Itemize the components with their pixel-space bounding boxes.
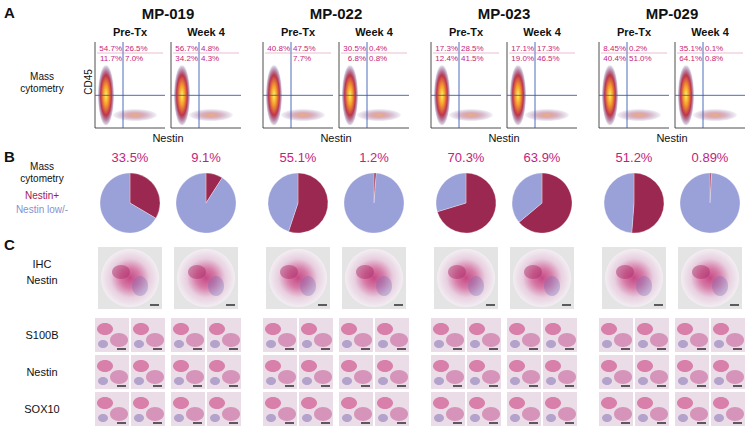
svg-text:41.5%: 41.5%	[461, 54, 484, 63]
svg-text:4.8%: 4.8%	[201, 44, 219, 53]
svg-text:9.1%: 9.1%	[191, 150, 221, 165]
svg-text:Week 4: Week 4	[691, 26, 730, 38]
svg-text:30.5%: 30.5%	[343, 44, 366, 53]
svg-text:cytometry: cytometry	[20, 173, 63, 184]
svg-text:Nestin: Nestin	[26, 366, 57, 378]
svg-text:Mass: Mass	[30, 71, 54, 82]
svg-text:B: B	[4, 148, 15, 165]
svg-text:17.1%: 17.1%	[511, 44, 534, 53]
svg-text:Week 4: Week 4	[187, 26, 226, 38]
svg-text:54.7%: 54.7%	[99, 44, 122, 53]
svg-text:56.7%: 56.7%	[175, 44, 198, 53]
svg-text:6.8%: 6.8%	[348, 54, 366, 63]
svg-text:Week 4: Week 4	[355, 26, 394, 38]
svg-text:4.3%: 4.3%	[201, 54, 219, 63]
svg-text:cytometry: cytometry	[20, 83, 63, 94]
svg-text:MP-023: MP-023	[478, 5, 531, 22]
svg-text:0.89%: 0.89%	[692, 150, 729, 165]
svg-text:0.4%: 0.4%	[369, 44, 387, 53]
svg-text:Nestin: Nestin	[320, 132, 351, 144]
svg-text:46.5%: 46.5%	[537, 54, 560, 63]
svg-text:63.9%: 63.9%	[524, 150, 561, 165]
svg-text:40.8%: 40.8%	[267, 44, 290, 53]
svg-text:A: A	[4, 4, 15, 21]
svg-text:51.0%: 51.0%	[629, 54, 652, 63]
svg-text:Nestin+: Nestin+	[25, 190, 59, 201]
svg-text:Week 4: Week 4	[523, 26, 562, 38]
svg-text:11.7%: 11.7%	[100, 54, 122, 63]
svg-text:47.5%: 47.5%	[293, 44, 316, 53]
svg-text:19.0%: 19.0%	[511, 54, 534, 63]
svg-text:Pre-Tx: Pre-Tx	[617, 26, 652, 38]
svg-text:IHC: IHC	[33, 258, 52, 270]
svg-text:17.3%: 17.3%	[537, 44, 560, 53]
svg-text:Nestin: Nestin	[26, 274, 57, 286]
svg-text:S100B: S100B	[25, 329, 58, 341]
svg-text:Nestin low/-: Nestin low/-	[16, 204, 68, 215]
svg-text:40.4%: 40.4%	[603, 54, 626, 63]
svg-text:0.1%: 0.1%	[705, 44, 723, 53]
svg-text:28.5%: 28.5%	[461, 44, 484, 53]
svg-text:Pre-Tx: Pre-Tx	[281, 26, 316, 38]
svg-text:26.5%: 26.5%	[125, 44, 148, 53]
svg-text:55.1%: 55.1%	[280, 150, 317, 165]
svg-text:17.3%: 17.3%	[435, 44, 458, 53]
svg-text:Nestin: Nestin	[488, 132, 519, 144]
svg-text:SOX10: SOX10	[24, 403, 59, 415]
svg-text:12.4%: 12.4%	[435, 54, 458, 63]
svg-text:Pre-Tx: Pre-Tx	[449, 26, 484, 38]
svg-text:MP-029: MP-029	[646, 5, 699, 22]
svg-text:64.1%: 64.1%	[679, 54, 702, 63]
svg-text:0.8%: 0.8%	[369, 54, 387, 63]
svg-text:33.5%: 33.5%	[112, 150, 149, 165]
svg-text:70.3%: 70.3%	[448, 150, 485, 165]
svg-text:MP-022: MP-022	[310, 5, 363, 22]
svg-text:Nestin: Nestin	[152, 132, 183, 144]
svg-text:CD45: CD45	[83, 69, 94, 95]
svg-text:7.7%: 7.7%	[293, 54, 311, 63]
svg-text:7.0%: 7.0%	[125, 54, 143, 63]
svg-text:Nestin: Nestin	[656, 132, 687, 144]
svg-text:MP-019: MP-019	[142, 5, 195, 22]
svg-text:34.2%: 34.2%	[175, 54, 198, 63]
svg-text:51.2%: 51.2%	[616, 150, 653, 165]
svg-text:1.2%: 1.2%	[359, 150, 389, 165]
svg-text:Pre-Tx: Pre-Tx	[113, 26, 148, 38]
svg-text:0.2%: 0.2%	[629, 44, 647, 53]
svg-text:Mass: Mass	[30, 161, 54, 172]
svg-text:8.45%: 8.45%	[603, 44, 626, 53]
svg-text:35.1%: 35.1%	[679, 44, 702, 53]
svg-text:0.8%: 0.8%	[705, 54, 723, 63]
svg-text:C: C	[4, 236, 15, 253]
